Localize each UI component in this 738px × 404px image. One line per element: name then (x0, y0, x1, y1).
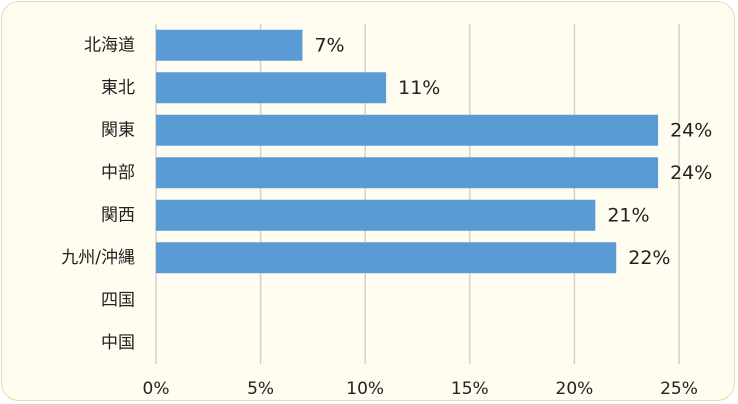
bar (156, 242, 617, 274)
category-label: 中部 (101, 163, 135, 183)
category-label: 関東 (101, 120, 135, 140)
x-tick-labels: 0% 5% 10% 15% 20% 25% (143, 379, 698, 399)
bar (156, 72, 387, 104)
category-label: 北海道 (84, 35, 135, 55)
x-tick-label: 25% (660, 379, 698, 399)
data-label: 11% (398, 77, 440, 99)
x-tick-label: 5% (247, 379, 274, 399)
bar (156, 157, 659, 189)
category-label: 東北 (101, 78, 135, 98)
bar (156, 199, 596, 231)
data-label: 22% (628, 247, 670, 269)
bars (156, 29, 659, 274)
x-tick-label: 10% (346, 379, 384, 399)
data-label: 24% (670, 119, 712, 141)
category-label: 中国 (101, 333, 135, 353)
category-label: 九州/沖縄 (61, 248, 135, 268)
category-label: 四国 (101, 290, 135, 310)
bar (156, 29, 303, 61)
data-labels: 7% 11% 24% 24% 21% 22% (314, 34, 712, 269)
bar (156, 114, 659, 146)
data-label: 7% (314, 34, 344, 56)
x-tick-label: 20% (556, 379, 594, 399)
category-label: 関西 (101, 205, 135, 225)
data-label: 24% (670, 162, 712, 184)
x-tick-label: 0% (143, 379, 170, 399)
data-label: 21% (607, 204, 649, 226)
x-tick-label: 15% (451, 379, 489, 399)
